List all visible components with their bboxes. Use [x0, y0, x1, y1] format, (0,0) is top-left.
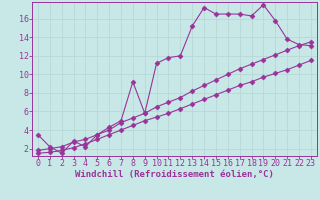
X-axis label: Windchill (Refroidissement éolien,°C): Windchill (Refroidissement éolien,°C): [75, 170, 274, 179]
